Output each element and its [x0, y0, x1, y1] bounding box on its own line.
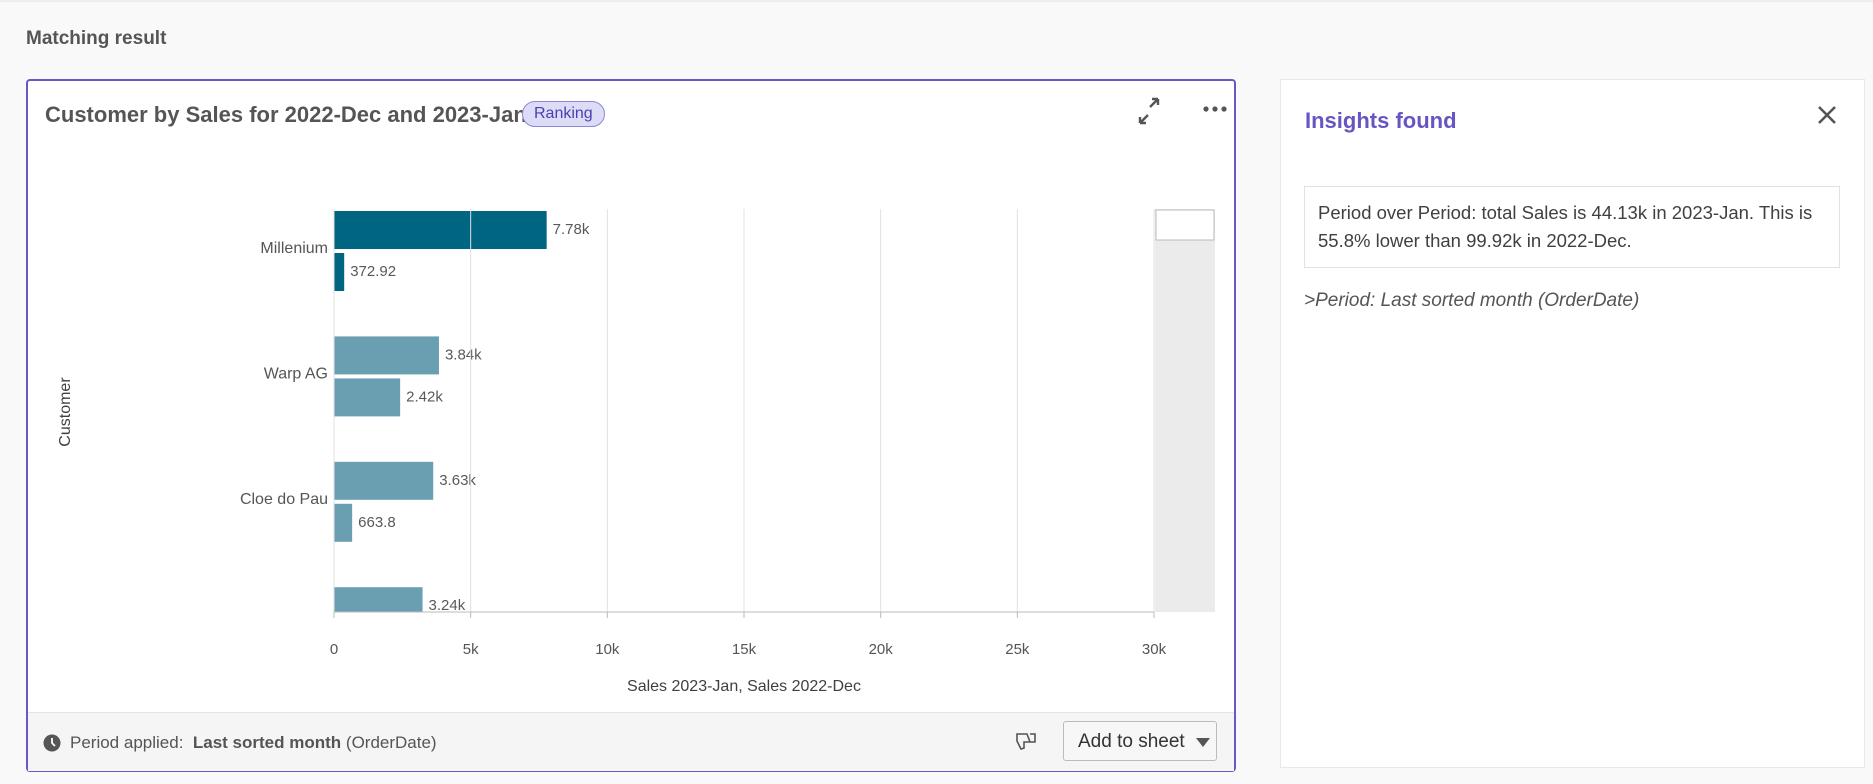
more-icon[interactable]: [1203, 106, 1227, 112]
plot: 7.78k 372.92 3.84k 2.42k 3.63k 663.8 3.24k: [334, 211, 590, 614]
add-to-sheet-button[interactable]: Add to sheet: [1063, 721, 1217, 761]
value-label: 3.84k: [445, 346, 482, 363]
x-tick-label: 0: [330, 641, 338, 658]
period-value: Last sorted month: [192, 733, 342, 752]
period-label: Period applied:: [70, 733, 184, 752]
period-field: (OrderDate): [345, 733, 437, 752]
insights-title: Insights found: [1305, 108, 1457, 133]
close-icon[interactable]: [1817, 105, 1837, 125]
bar: [334, 336, 439, 375]
scroll-thumb[interactable]: [1155, 209, 1215, 241]
scroll-track[interactable]: [1155, 209, 1215, 612]
chart-title: Customer by Sales for 2022-Dec and 2023-…: [45, 102, 527, 127]
x-tick-label: 10k: [595, 641, 620, 658]
y-tick-label: Cloe do Pau: [240, 491, 328, 508]
chart: Customer Sales 2023-Jan, Sales 2022-Dec …: [57, 209, 1215, 695]
y-axis-title: Customer: [57, 377, 74, 447]
section-title: Matching result: [26, 28, 167, 49]
expand-icon[interactable]: [1138, 97, 1160, 125]
button-label: Add to sheet: [1078, 731, 1185, 752]
toolbar-icons[interactable]: [1128, 95, 1238, 127]
feedback-icon[interactable]: [1013, 729, 1039, 755]
x-tick-label: 30k: [1142, 641, 1167, 658]
chart-card: Customer by Sales for 2022-Dec and 2023-…: [26, 79, 1236, 772]
x-tick-label: 20k: [869, 641, 894, 658]
top-border: [0, 0, 1873, 2]
value-label: 3.24k: [429, 597, 466, 614]
bar: [334, 378, 401, 417]
insights-panel: Insights found Period over Period: total…: [1280, 79, 1865, 768]
x-tick-label: 5k: [463, 641, 479, 658]
value-label: 3.63k: [439, 472, 476, 489]
value-label: 663.8: [358, 514, 396, 531]
value-label: 2.42k: [406, 388, 443, 405]
bar: [334, 461, 434, 500]
insight-note: >Period: Last sorted month (OrderDate): [1304, 290, 1640, 311]
bar: [334, 503, 353, 542]
bar: [334, 253, 345, 291]
value-label: 7.78k: [553, 221, 590, 238]
y-tick-label: Warp AG: [264, 366, 328, 383]
bar: [334, 587, 423, 612]
badge: Ranking: [522, 101, 605, 127]
bar: [334, 211, 547, 249]
value-label: 372.92: [350, 263, 396, 280]
card-footer: Period applied: Last sorted month (Order…: [28, 712, 1234, 771]
y-tick-label: Millenium: [260, 240, 328, 257]
x-tick-label: 15k: [732, 641, 757, 658]
insight-text: Period over Period: total Sales is 44.13…: [1304, 186, 1840, 268]
x-tick-label: 25k: [1005, 641, 1030, 658]
x-axis-title: Sales 2023-Jan, Sales 2022-Dec: [627, 678, 861, 695]
clock-icon: [43, 734, 61, 752]
period-info: Period applied: Last sorted month (Order…: [70, 733, 437, 753]
dropdown-arrow: [1196, 738, 1210, 747]
